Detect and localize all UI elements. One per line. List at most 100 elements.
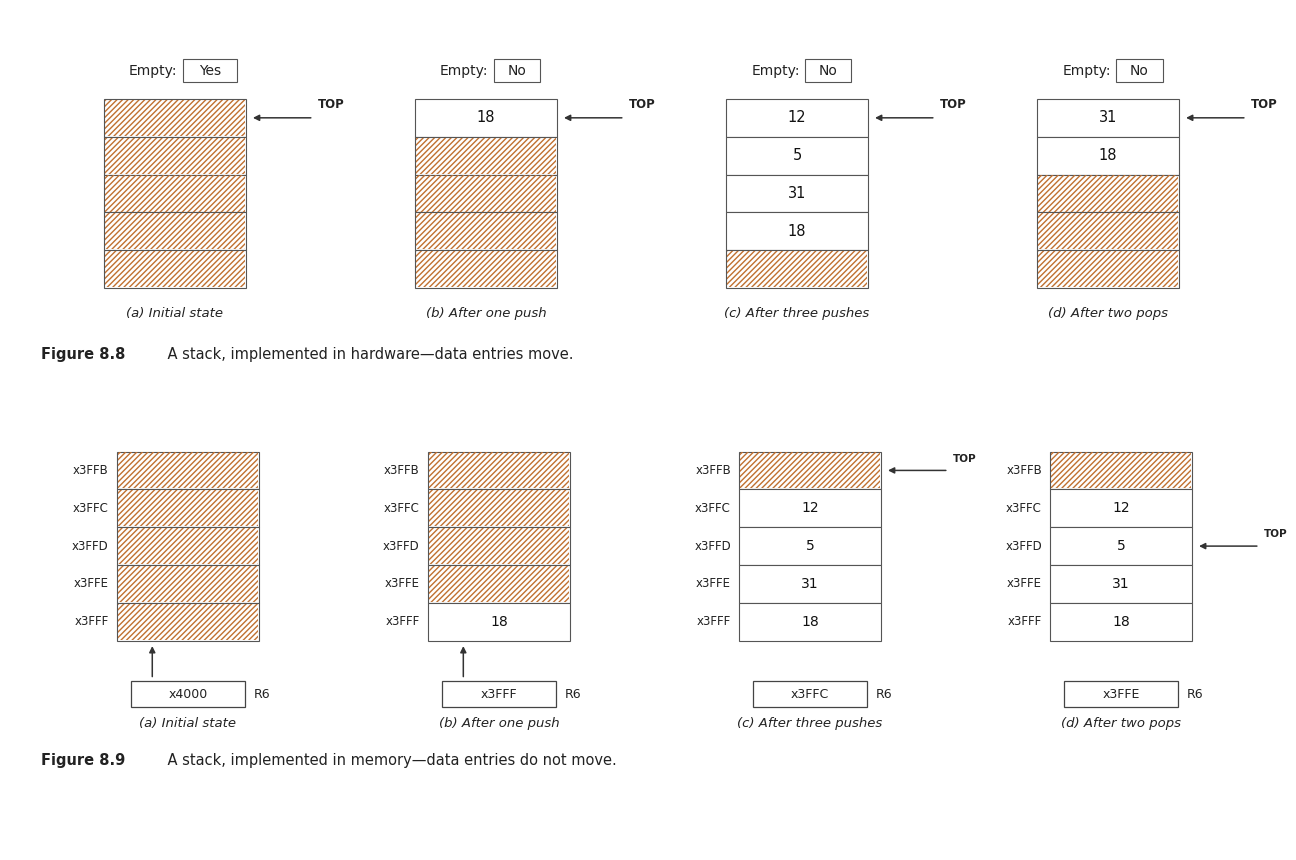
Text: x3FFB: x3FFB xyxy=(384,464,420,477)
Text: 12: 12 xyxy=(1112,501,1130,515)
Bar xyxy=(415,212,557,250)
Text: (d) After two pops: (d) After two pops xyxy=(1061,717,1181,730)
Text: Figure 8.8: Figure 8.8 xyxy=(41,347,126,361)
Text: x3FFF: x3FFF xyxy=(386,615,420,629)
Bar xyxy=(1037,250,1179,288)
Text: x3FFE: x3FFE xyxy=(696,577,731,591)
Bar xyxy=(118,452,258,488)
Text: 18: 18 xyxy=(801,615,819,629)
Text: TOP: TOP xyxy=(451,682,476,692)
Bar xyxy=(183,59,237,82)
Bar xyxy=(739,489,881,527)
Text: TOP: TOP xyxy=(940,98,967,111)
Bar xyxy=(739,452,881,489)
Bar xyxy=(131,681,245,707)
Text: Empty:: Empty: xyxy=(1063,64,1111,77)
Bar xyxy=(104,137,246,175)
Bar xyxy=(1037,99,1179,137)
Text: x3FFF: x3FFF xyxy=(75,615,109,629)
Bar xyxy=(1050,489,1192,527)
Text: (c) After three pushes: (c) After three pushes xyxy=(737,717,883,730)
Text: (d) After two pops: (d) After two pops xyxy=(1048,307,1168,320)
Text: TOP: TOP xyxy=(140,682,165,692)
Bar xyxy=(1050,603,1192,641)
Text: x3FFD: x3FFD xyxy=(73,539,109,553)
Text: No: No xyxy=(1130,64,1148,77)
Text: 18: 18 xyxy=(1099,148,1117,163)
Bar xyxy=(1050,452,1192,489)
Bar xyxy=(415,175,557,212)
Bar xyxy=(117,565,259,603)
Text: 31: 31 xyxy=(1099,110,1117,126)
Bar xyxy=(429,490,569,526)
Text: x3FFC: x3FFC xyxy=(384,501,420,515)
Bar xyxy=(428,489,570,527)
Text: x3FFC: x3FFC xyxy=(1006,501,1042,515)
Bar xyxy=(494,59,540,82)
Bar xyxy=(1050,565,1192,603)
Bar xyxy=(104,175,246,212)
Text: A stack, implemented in memory—data entries do not move.: A stack, implemented in memory—data entr… xyxy=(149,753,617,768)
Text: x3FFE: x3FFE xyxy=(385,577,420,591)
Bar xyxy=(1037,175,1179,212)
Text: 12: 12 xyxy=(801,501,819,515)
Text: 5: 5 xyxy=(1117,539,1125,553)
Bar xyxy=(726,250,868,288)
Bar xyxy=(1116,59,1163,82)
Bar xyxy=(118,604,258,640)
Text: (c) After three pushes: (c) After three pushes xyxy=(724,307,870,320)
Bar xyxy=(118,490,258,526)
Bar xyxy=(428,527,570,565)
Text: x4000: x4000 xyxy=(168,687,207,701)
Bar xyxy=(1050,527,1192,565)
Text: 31: 31 xyxy=(801,577,819,591)
Bar xyxy=(117,489,259,527)
Text: R6: R6 xyxy=(1187,687,1204,701)
Bar xyxy=(415,137,557,175)
Bar xyxy=(726,137,868,175)
Bar xyxy=(739,565,881,603)
Text: A stack, implemented in hardware—data entries move.: A stack, implemented in hardware—data en… xyxy=(149,347,574,361)
Bar xyxy=(105,251,245,287)
Text: 18: 18 xyxy=(1112,615,1130,629)
Bar xyxy=(1038,213,1178,249)
Text: No: No xyxy=(819,64,837,77)
Text: x3FFB: x3FFB xyxy=(695,464,731,477)
Bar xyxy=(118,528,258,564)
Text: R6: R6 xyxy=(254,687,271,701)
Text: (a) Initial state: (a) Initial state xyxy=(140,717,236,730)
Text: x3FFD: x3FFD xyxy=(384,539,420,553)
Text: (a) Initial state: (a) Initial state xyxy=(127,307,223,320)
Bar xyxy=(105,213,245,249)
Bar xyxy=(428,565,570,603)
Bar xyxy=(416,251,556,287)
Text: R6: R6 xyxy=(565,687,582,701)
Text: TOP: TOP xyxy=(629,98,656,111)
Text: x3FFB: x3FFB xyxy=(73,464,109,477)
Bar xyxy=(117,603,259,641)
Text: x3FFD: x3FFD xyxy=(1006,539,1042,553)
Bar xyxy=(753,681,867,707)
Text: x3FFF: x3FFF xyxy=(481,687,517,701)
Bar xyxy=(105,138,245,174)
Bar xyxy=(442,681,556,707)
Bar xyxy=(104,212,246,250)
Text: R6: R6 xyxy=(876,687,893,701)
Text: x3FFC: x3FFC xyxy=(695,501,731,515)
Text: TOP: TOP xyxy=(318,98,345,111)
Text: 31: 31 xyxy=(1112,577,1130,591)
Bar xyxy=(726,99,868,137)
Bar xyxy=(429,452,569,488)
Bar xyxy=(1037,212,1179,250)
Bar xyxy=(117,452,259,489)
Text: 18: 18 xyxy=(477,110,495,126)
Text: x3FFE: x3FFE xyxy=(74,577,109,591)
Bar xyxy=(416,213,556,249)
Bar xyxy=(104,99,246,137)
Text: x3FFC: x3FFC xyxy=(791,687,829,701)
Bar xyxy=(428,452,570,489)
Bar xyxy=(1038,175,1178,212)
Bar xyxy=(805,59,851,82)
Text: (b) After one push: (b) After one push xyxy=(425,307,547,320)
Text: 31: 31 xyxy=(788,186,806,201)
